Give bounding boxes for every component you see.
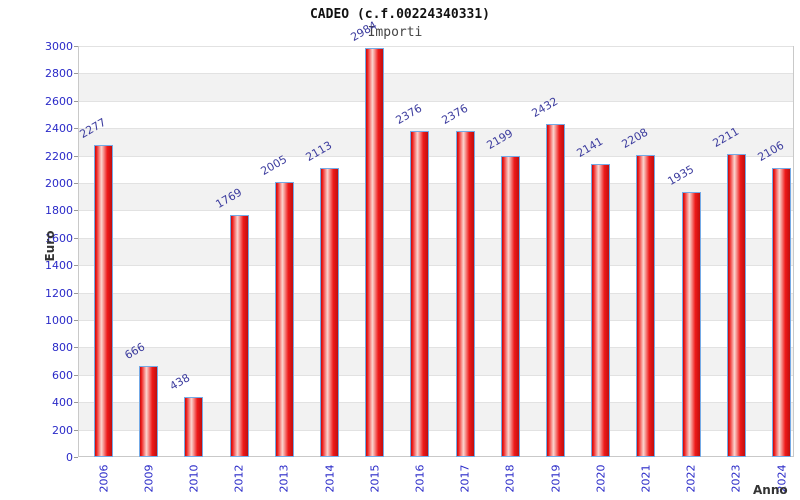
gridline [79, 128, 793, 130]
y-tick-label: 1800 [45, 204, 73, 218]
y-tick-label: 1000 [45, 314, 73, 327]
y-tick-mark [74, 155, 78, 157]
grid-band [79, 238, 793, 267]
bar-2018 [500, 155, 520, 457]
y-tick-label: 1200 [45, 286, 73, 300]
grid-band [79, 293, 793, 321]
y-axis-title: Euro [43, 230, 57, 262]
grid-band [79, 129, 793, 157]
gridline [79, 237, 793, 239]
x-tick-label: 2016 [413, 464, 427, 493]
y-tick-label: 400 [52, 396, 73, 410]
y-tick-mark [74, 265, 78, 267]
bar-2022 [681, 191, 701, 457]
y-tick-label: 3000 [45, 40, 73, 53]
gridline [79, 320, 793, 321]
y-tick-label: 200 [52, 423, 73, 437]
gridline [79, 402, 793, 404]
bar-2023 [726, 154, 746, 457]
x-tick-label: 2017 [458, 464, 472, 493]
chart-subtitle: Importi [367, 25, 423, 40]
x-tick-label: 2006 [97, 464, 110, 493]
gridline [79, 210, 793, 212]
chart-title: CADEO (c.f.00224340331) [309, 7, 490, 22]
y-tick-label: 2800 [45, 67, 73, 81]
y-tick-mark [74, 347, 78, 349]
y-tick-label: 600 [52, 368, 73, 382]
gridline [79, 292, 793, 294]
y-tick-label: 1400 [45, 259, 73, 273]
bar-2014 [320, 167, 339, 457]
y-tick-mark [74, 183, 78, 184]
x-tick-label: 2022 [684, 464, 698, 493]
bar-2019 [546, 123, 565, 457]
gridline [79, 100, 793, 102]
bar-2021 [636, 154, 656, 457]
x-tick-label: 2015 [368, 464, 382, 493]
bar-2016 [410, 131, 430, 457]
y-tick-label: 2600 [45, 94, 73, 108]
x-tick-label: 2020 [594, 464, 608, 493]
x-tick-label: 2019 [549, 464, 562, 493]
gridline [79, 183, 793, 184]
gridline [79, 265, 793, 267]
gridline [79, 73, 793, 75]
bar-2020 [591, 163, 611, 457]
y-tick-mark [74, 320, 78, 321]
x-tick-label: 2012 [232, 464, 246, 493]
x-tick-label: 2021 [639, 464, 653, 493]
gridline [79, 429, 793, 431]
grid-band [79, 348, 793, 376]
y-tick-label: 2400 [45, 122, 73, 136]
bar-2015 [365, 48, 385, 457]
x-tick-label: 2023 [729, 464, 743, 493]
bar-2006 [94, 145, 113, 457]
bar-2009 [139, 365, 159, 457]
y-tick-label: 1600 [45, 231, 73, 245]
y-tick-mark [74, 402, 78, 404]
y-tick-mark [74, 237, 78, 239]
y-tick-label: 0 [66, 451, 73, 464]
y-tick-mark [74, 210, 78, 212]
y-tick-mark [74, 100, 78, 102]
bar-2010 [184, 396, 204, 457]
gridline [79, 374, 793, 376]
gridline [79, 155, 793, 157]
y-tick-mark [74, 128, 78, 130]
bar-2017 [455, 131, 475, 457]
y-tick-mark [74, 374, 78, 376]
x-tick-label: 2018 [503, 464, 517, 493]
x-tick-label: 2010 [187, 464, 201, 493]
y-tick-label: 800 [52, 341, 73, 355]
y-tick-mark [74, 46, 78, 47]
y-tick-mark [74, 73, 78, 75]
bar-2012 [229, 214, 249, 457]
x-tick-label: 2009 [142, 464, 156, 493]
y-tick-mark [74, 457, 78, 458]
grid-band [79, 74, 793, 102]
y-tick-mark [74, 292, 78, 294]
y-tick-label: 2000 [45, 177, 73, 190]
y-tick-mark [74, 429, 78, 431]
bar-value-label: 2984 [348, 18, 380, 45]
x-axis-title: Anno [753, 483, 788, 497]
y-tick-label: 2200 [45, 149, 73, 163]
gridline [79, 347, 793, 349]
bar-2013 [274, 182, 294, 457]
x-tick-label: 2013 [277, 464, 291, 493]
bar-2024 [772, 168, 791, 457]
grid-band [79, 184, 793, 212]
x-tick-label: 2014 [323, 464, 336, 493]
gridline [79, 46, 793, 47]
